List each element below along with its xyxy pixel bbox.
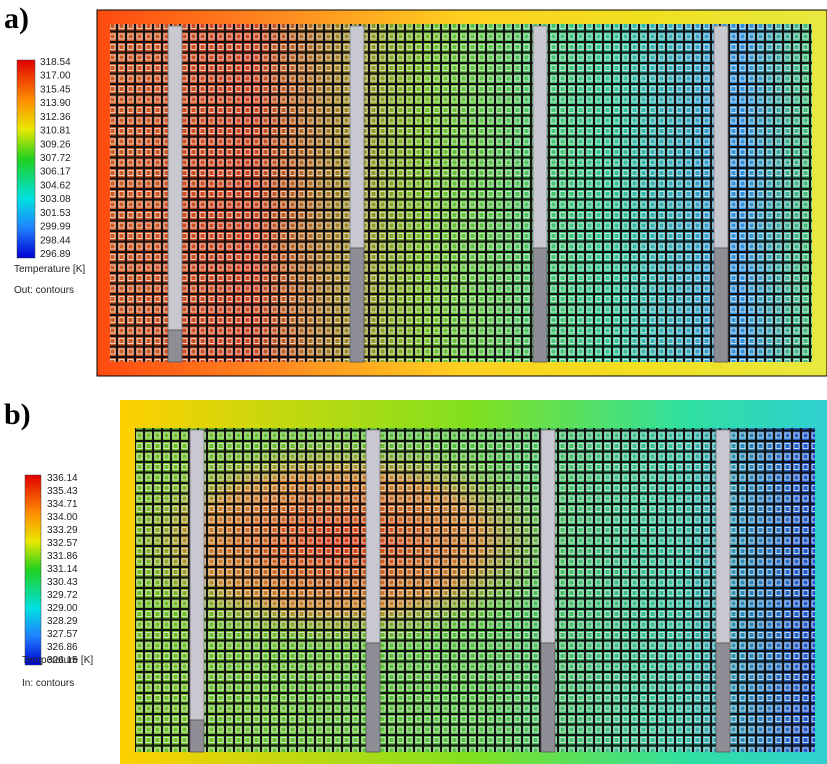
colorbar-label: 327.57 [47, 629, 78, 640]
colorbar-label: 334.71 [47, 499, 78, 510]
colorbar-label: 304.62 [40, 180, 71, 191]
colorbar-labels: 318.54 317.00 315.45 313.90 312.36 310.81 309.… [40, 57, 78, 666]
colorbar-label: 334.00 [47, 512, 78, 523]
colorbar-label: 326.15 [47, 655, 78, 666]
colorbar-label: 306.17 [40, 167, 71, 178]
colorbar-label: 307.72 [40, 153, 71, 164]
legend-note: Out: contours [14, 285, 74, 296]
panel-tag: b) [4, 398, 31, 431]
legend-title: Temperature [K] [14, 264, 85, 275]
tube [168, 26, 182, 330]
tube-lower [350, 248, 364, 362]
colorbar-label: 331.86 [47, 551, 78, 562]
tube [533, 26, 547, 248]
colorbar [17, 60, 35, 258]
colorbar-label: 298.44 [40, 235, 71, 246]
mesh [110, 24, 812, 362]
tube [716, 430, 730, 643]
tube-lower [541, 643, 555, 752]
colorbar-label: 335.43 [47, 486, 78, 497]
colorbar-label: 312.36 [40, 112, 71, 123]
colorbar-label: 328.29 [47, 616, 78, 627]
tube [350, 26, 364, 248]
colorbar-label: 329.72 [47, 590, 78, 601]
colorbar-label: 336.14 [47, 473, 78, 484]
legend-note: In: contours [22, 678, 74, 689]
colorbar-label: 332.57 [47, 538, 78, 549]
colorbar-label: 299.99 [40, 222, 71, 233]
colorbar-label: 318.54 [40, 57, 71, 68]
tube-lower [190, 720, 204, 752]
colorbar [25, 475, 41, 665]
mesh [135, 428, 815, 752]
colorbar-label: 317.00 [40, 71, 71, 82]
colorbar-label: 326.86 [47, 642, 78, 653]
panel-tag: a) [4, 2, 29, 35]
colorbar-label: 296.89 [40, 249, 71, 260]
colorbar-label: 301.53 [40, 208, 71, 219]
colorbar-label: 303.08 [40, 194, 71, 205]
colorbar-label: 331.14 [47, 564, 78, 575]
tube-lower [533, 248, 547, 362]
colorbar-label: 309.26 [40, 139, 71, 150]
colorbar-label: 313.90 [40, 98, 71, 109]
tube-lower [168, 330, 182, 362]
colorbar-label: 333.29 [47, 525, 78, 536]
tube-lower [366, 643, 380, 752]
figure: a) Temperature [K] Out: contours b) Temp… [0, 0, 827, 764]
tube [366, 430, 380, 643]
tube [541, 430, 555, 643]
colorbar-label: 329.00 [47, 603, 78, 614]
colorbar-label: 310.81 [40, 126, 71, 137]
colorbar-label: 330.43 [47, 577, 78, 588]
tube [190, 430, 204, 720]
tube [714, 26, 728, 248]
colorbar-label: 315.45 [40, 84, 71, 95]
tube-lower [714, 248, 728, 362]
tube-lower [716, 643, 730, 752]
